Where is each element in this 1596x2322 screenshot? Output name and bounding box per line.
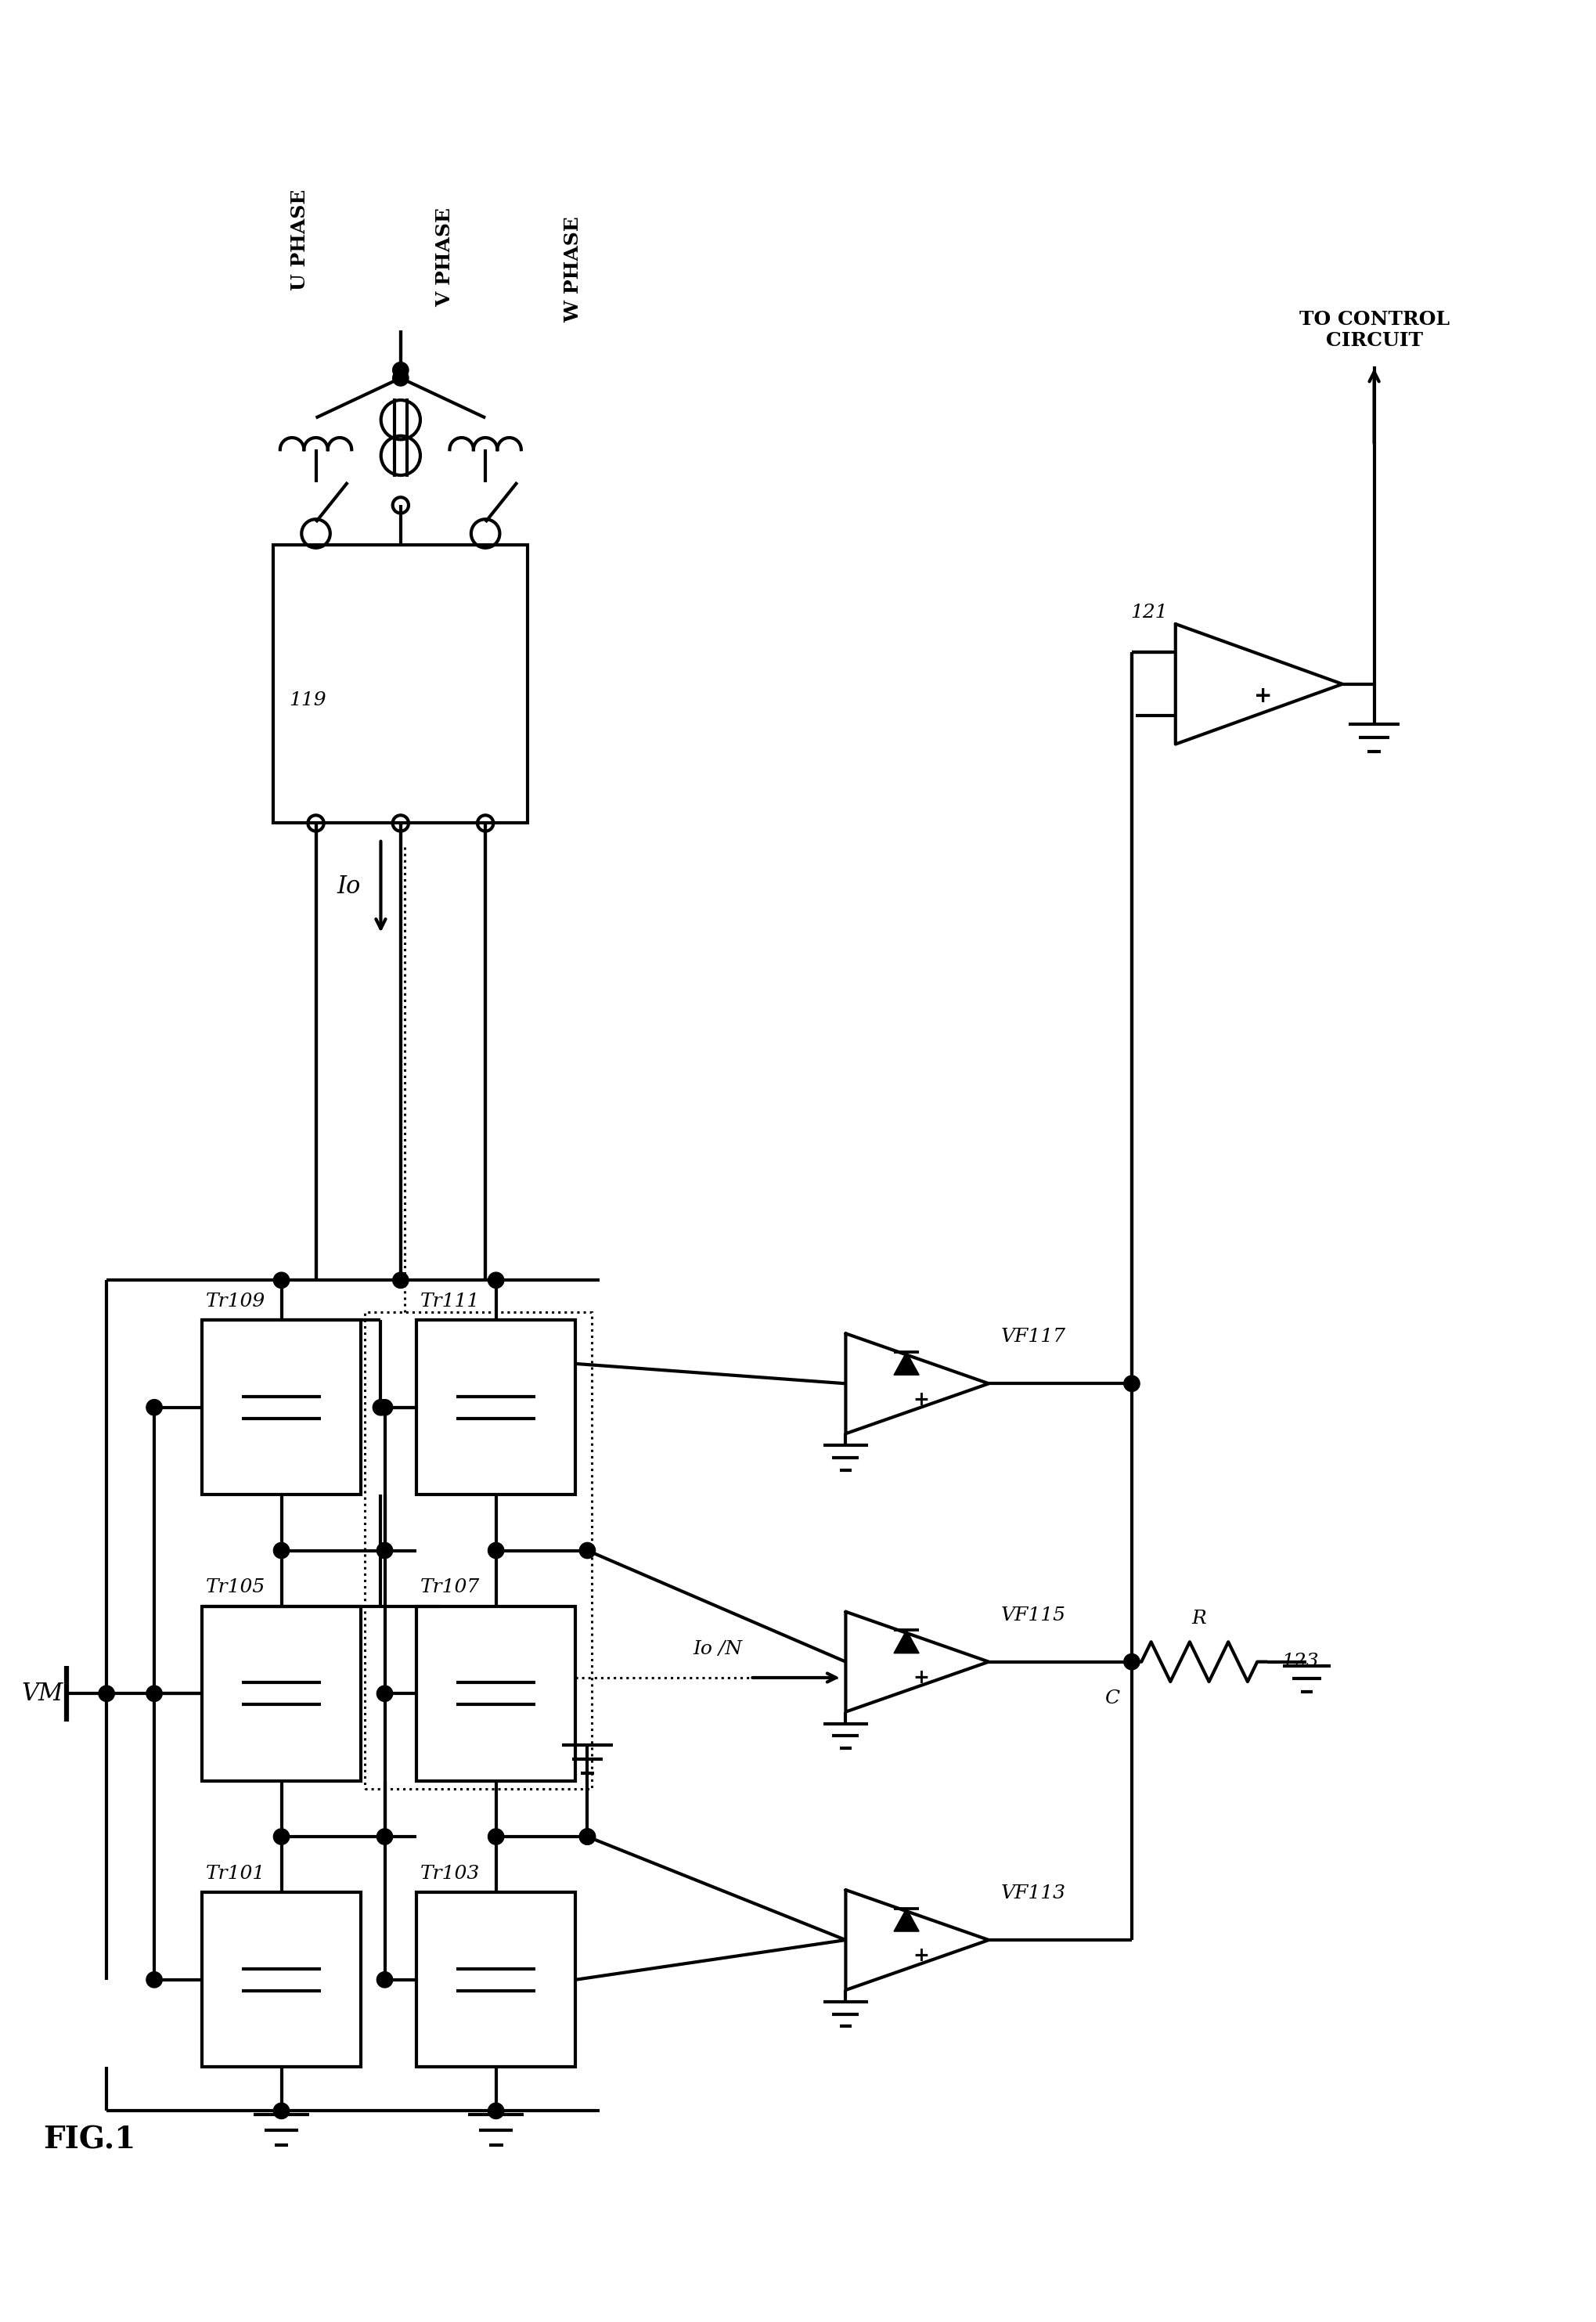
Circle shape [488,2104,504,2120]
Text: TO CONTROL
CIRCUIT: TO CONTROL CIRCUIT [1299,309,1449,351]
Circle shape [1124,1375,1140,1391]
Circle shape [393,369,409,385]
Text: +: + [913,1391,929,1409]
Text: FIG.1: FIG.1 [43,2125,136,2155]
Bar [417,1607,576,1781]
Text: W PHASE: W PHASE [563,216,583,323]
Text: Io: Io [337,875,361,899]
Polygon shape [894,1630,919,1653]
Text: C: C [1104,1690,1119,1707]
Circle shape [393,1272,409,1289]
Text: Tr109: Tr109 [206,1293,265,1310]
Circle shape [373,1400,389,1416]
Text: Tr105: Tr105 [206,1579,265,1598]
Bar [417,1892,576,2067]
Text: +: + [913,1946,929,1964]
Circle shape [1124,1653,1140,1670]
Circle shape [147,1686,163,1702]
Text: 119: 119 [289,692,327,708]
Bar [417,1319,576,1495]
Circle shape [99,1686,115,1702]
Polygon shape [894,1909,919,1932]
Text: VM: VM [21,1681,62,1707]
Text: V PHASE: V PHASE [436,207,453,307]
Polygon shape [894,1351,919,1375]
Bar [203,1319,361,1495]
Circle shape [273,1830,289,1844]
Text: +: + [1254,685,1272,706]
Circle shape [273,2104,289,2120]
Circle shape [377,1686,393,1702]
Text: Tr103: Tr103 [420,1865,480,1883]
Bar [365,1312,592,1788]
Text: VF115: VF115 [1001,1607,1066,1625]
Text: Tr111: Tr111 [420,1293,480,1310]
Circle shape [377,1400,393,1416]
Text: VF117: VF117 [1001,1328,1066,1347]
Text: Tr107: Tr107 [420,1579,480,1598]
Circle shape [488,1830,504,1844]
Text: +: + [913,1667,929,1688]
Text: R: R [1192,1609,1207,1628]
Circle shape [273,1272,289,1289]
Text: U PHASE: U PHASE [290,190,310,290]
Circle shape [579,1830,595,1844]
Bar [273,546,528,824]
Text: Tr101: Tr101 [206,1865,265,1883]
Circle shape [377,1830,393,1844]
Circle shape [147,1400,163,1416]
Circle shape [488,1542,504,1558]
Text: VF113: VF113 [1001,1885,1066,1902]
Circle shape [273,1542,289,1558]
Bar [203,1607,361,1781]
Bar [203,1892,361,2067]
Circle shape [377,1971,393,1988]
Circle shape [579,1830,595,1844]
Circle shape [377,1542,393,1558]
Text: 121: 121 [1130,604,1168,622]
Text: Io /N: Io /N [693,1639,742,1658]
Circle shape [488,1272,504,1289]
Circle shape [579,1542,595,1558]
Text: 123: 123 [1282,1653,1318,1672]
Circle shape [393,362,409,378]
Circle shape [147,1971,163,1988]
